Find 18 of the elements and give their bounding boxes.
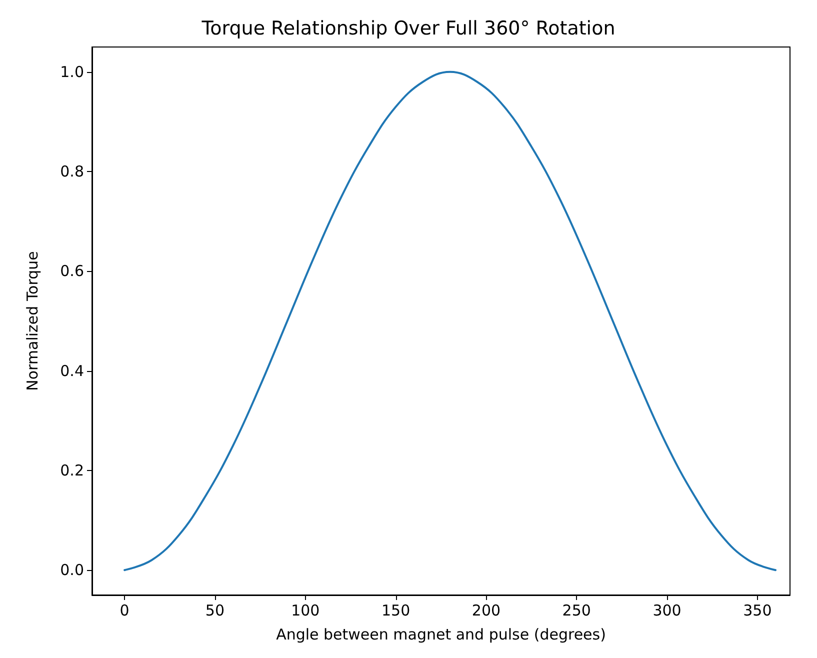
y-tick-label: 0.6	[60, 262, 84, 280]
x-tick-label: 250	[562, 602, 591, 620]
chart-title: Torque Relationship Over Full 360° Rotation	[200, 18, 616, 40]
x-tick-label: 200	[472, 602, 501, 620]
x-tick-label: 300	[652, 602, 682, 620]
y-tick-label: 1.0	[60, 62, 84, 81]
x-tick-label: 50	[205, 602, 225, 620]
y-tick-label: 0.8	[60, 162, 84, 181]
x-tick-label: 100	[291, 602, 320, 620]
x-tick-label: 150	[381, 602, 410, 620]
y-axis-title: Normalized Torque	[24, 251, 42, 391]
x-axis-title: Angle between magnet and pulse (degrees)	[276, 626, 606, 644]
y-tick-label: 0.2	[60, 461, 84, 480]
x-tick-label: 0	[120, 602, 130, 620]
line-series	[124, 70, 777, 572]
y-tick-label: 0.4	[60, 362, 84, 380]
y-tick-label: 0.0	[60, 561, 84, 580]
x-tick-label: 350	[743, 602, 772, 620]
